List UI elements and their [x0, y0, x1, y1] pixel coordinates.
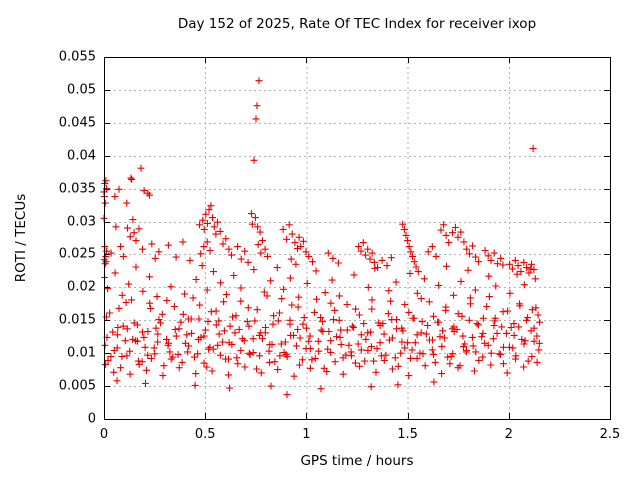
plot-border — [104, 57, 611, 420]
x-tick-label: 1 — [302, 427, 311, 442]
y-tick-label: 0.025 — [58, 246, 96, 262]
chart-title: Day 152 of 2025, Rate Of TEC Index for r… — [177, 16, 537, 32]
x-axis-label: GPS time / hours — [300, 453, 414, 469]
x-tick-label: 2 — [504, 427, 513, 442]
y-axis-label: ROTI / TECUs — [13, 193, 29, 283]
x-tick-label: 1.5 — [397, 427, 418, 442]
scatter-points — [100, 77, 544, 399]
y-tick-label: 0.055 — [58, 49, 96, 65]
x-tick-label: 0 — [99, 427, 109, 442]
x-tick-label: 2.5 — [599, 427, 621, 442]
y-tick-label: 0.02 — [67, 279, 96, 295]
y-tick-label: 0.035 — [58, 181, 96, 197]
y-tick-label: 0.015 — [58, 312, 96, 328]
y-tick-label: 0.04 — [67, 148, 96, 164]
y-tick-label: 0.045 — [58, 115, 96, 131]
x-tick-label: 0.5 — [194, 427, 216, 442]
y-tick-label: 0.05 — [67, 82, 96, 98]
y-tick-label: 0 — [87, 411, 96, 427]
y-tick-label: 0.03 — [67, 214, 96, 230]
y-tick-label: 0.01 — [67, 345, 96, 361]
y-tick-label: 0.005 — [58, 378, 96, 394]
